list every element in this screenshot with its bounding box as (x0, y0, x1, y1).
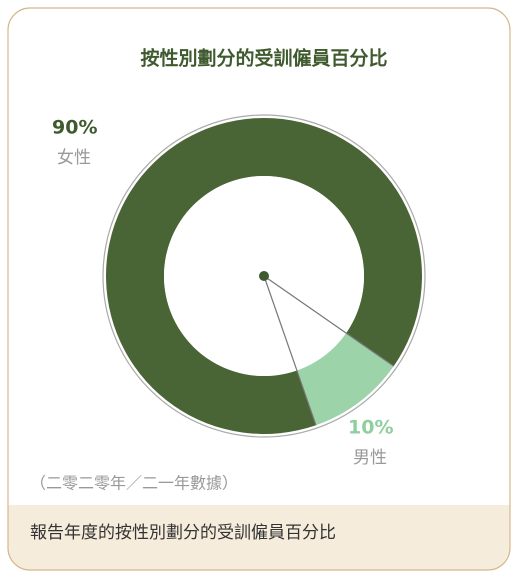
slice (106, 117, 423, 435)
leader-line (263, 275, 317, 426)
value-label: 10% (348, 417, 393, 439)
chart-title: 按性別劃分的受訓僱員百分比 (140, 47, 387, 70)
slice (296, 333, 394, 426)
center-dot (259, 271, 269, 281)
value-label: 90% (52, 117, 97, 139)
caption: 報告年度的按性別劃分的受訓僱員百分比 (30, 523, 336, 543)
leader-line (263, 275, 395, 367)
card (7, 7, 511, 571)
caption-band (8, 505, 510, 570)
note: （二零二零年／二一年數據） (30, 474, 238, 493)
category-label: 女性 (57, 148, 91, 168)
category-label: 男性 (353, 448, 387, 468)
outer-ring (102, 114, 426, 438)
